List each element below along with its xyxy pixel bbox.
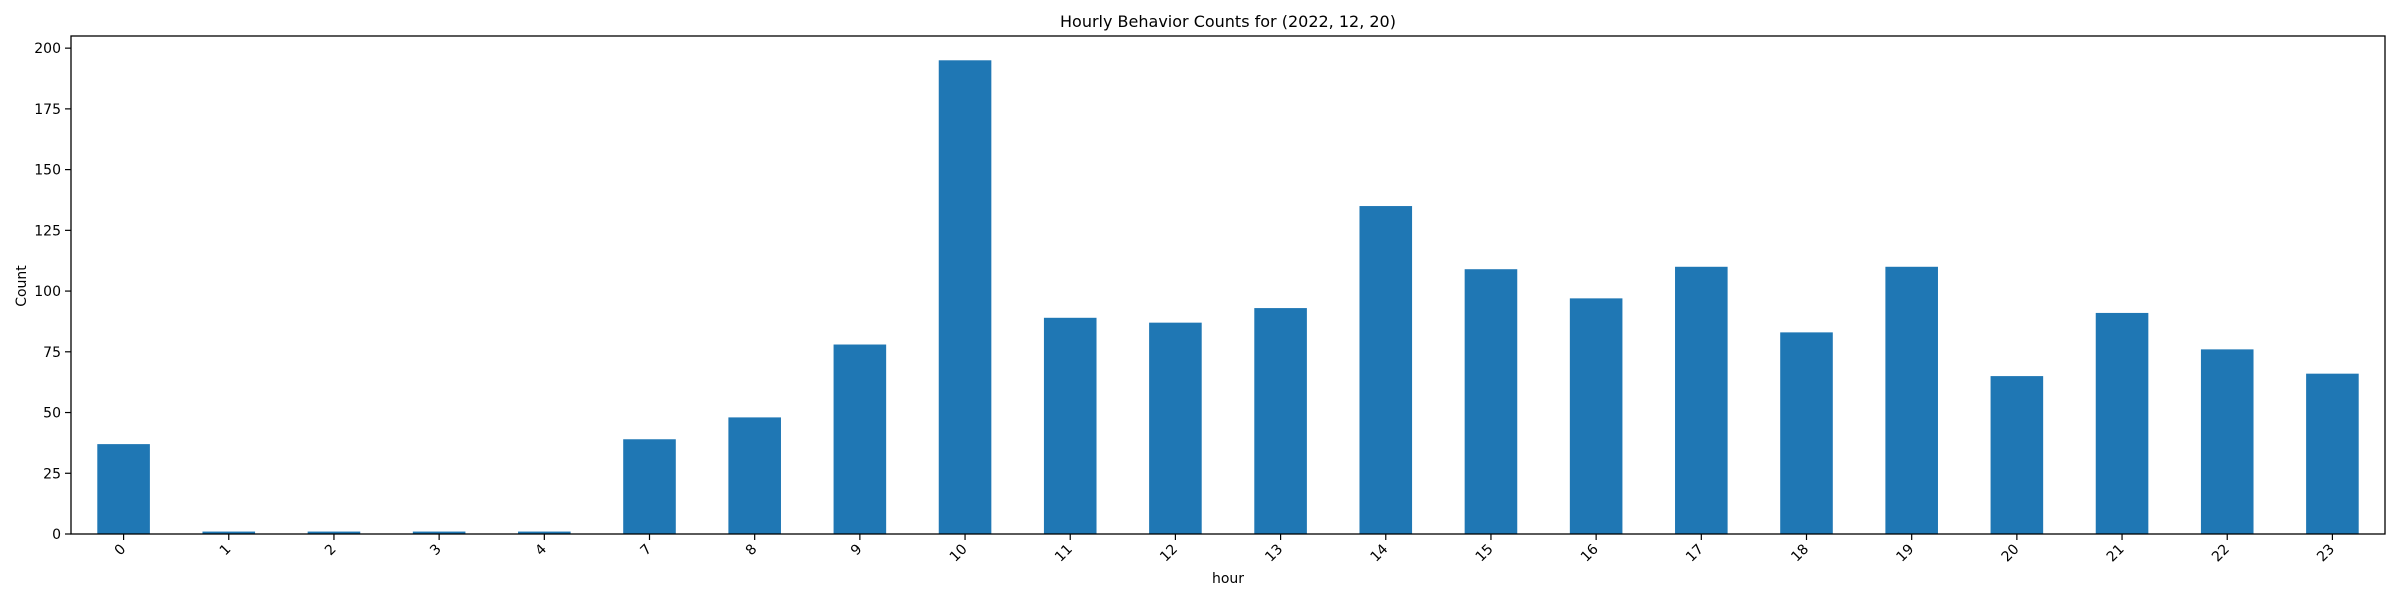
y-tick-label: 200 [34, 41, 61, 57]
y-tick-label: 175 [34, 102, 61, 118]
bar-hour-10 [938, 60, 992, 534]
bar-hour-17 [1675, 266, 1728, 534]
x-tick-label: 20 [1999, 541, 2023, 565]
x-tick-label: 17 [1683, 541, 1707, 565]
y-tick-label: 75 [43, 345, 61, 361]
y-tick-label: 25 [43, 466, 61, 482]
bar-hour-8 [728, 417, 781, 534]
bar-hour-13 [1254, 308, 1307, 534]
x-tick-label: 15 [1473, 541, 1497, 565]
y-tick-label: 125 [34, 223, 61, 239]
bar-hour-12 [1149, 322, 1202, 534]
x-tick-label: 0 [112, 541, 130, 559]
x-tick-label: 22 [2209, 541, 2233, 565]
x-axis-label: hour [1212, 571, 1244, 587]
x-axis-ticks: 0 1 2 3 4 7 8 9 10 11 12 13 14 15 16 17 18 19 20 21 22 23 [112, 534, 2338, 565]
y-tick-label: 100 [34, 284, 61, 300]
bar-hour-3 [412, 531, 466, 534]
bar-hour-11 [1043, 317, 1097, 534]
bar-hour-21 [2095, 312, 2149, 534]
bar-hour-0 [97, 444, 150, 534]
bars-layer [97, 60, 2359, 535]
bar-hour-4 [518, 531, 571, 534]
bar-hour-18 [1780, 332, 1833, 534]
bar-hour-16 [1569, 298, 1623, 534]
plot-frame [70, 35, 2386, 535]
x-tick-label: 7 [638, 541, 656, 559]
x-tick-label: 23 [2314, 541, 2338, 565]
y-tick-label: 150 [34, 163, 61, 179]
y-axis-label: Count [14, 265, 30, 307]
x-tick-label: 8 [743, 541, 761, 559]
x-tick-label: 16 [1578, 541, 1602, 565]
bar-hour-2 [307, 531, 361, 534]
y-tick-label: 0 [52, 527, 61, 543]
y-tick-label: 50 [43, 406, 61, 422]
bar-hour-15 [1464, 269, 1518, 534]
x-tick-label: 4 [532, 541, 550, 559]
bar-hour-20 [1990, 376, 2044, 534]
bar-hour-7 [623, 439, 676, 534]
x-tick-label: 13 [1262, 541, 1286, 565]
x-tick-label: 3 [427, 541, 445, 559]
chart-title: Hourly Behavior Counts for (2022, 12, 20… [1060, 12, 1396, 31]
x-tick-label: 18 [1788, 541, 1812, 565]
bar-hour-19 [1885, 266, 1938, 534]
x-tick-label: 10 [947, 541, 971, 565]
y-axis-ticks: 0 25 50 75 100 125 150 175 200 [34, 41, 71, 543]
bar-hour-23 [2306, 373, 2359, 534]
bar-hour-14 [1359, 206, 1413, 535]
x-tick-label: 1 [217, 541, 235, 559]
x-tick-label: 14 [1368, 541, 1392, 565]
x-tick-label: 9 [848, 541, 866, 559]
x-tick-label: 21 [2104, 541, 2128, 565]
x-tick-label: 19 [1893, 541, 1917, 565]
x-tick-label: 12 [1157, 541, 1181, 565]
bar-hour-22 [2200, 349, 2254, 534]
bar-hour-9 [833, 344, 887, 534]
x-tick-label: 11 [1052, 541, 1076, 565]
x-tick-label: 2 [322, 541, 340, 559]
bar-hour-1 [202, 531, 256, 534]
